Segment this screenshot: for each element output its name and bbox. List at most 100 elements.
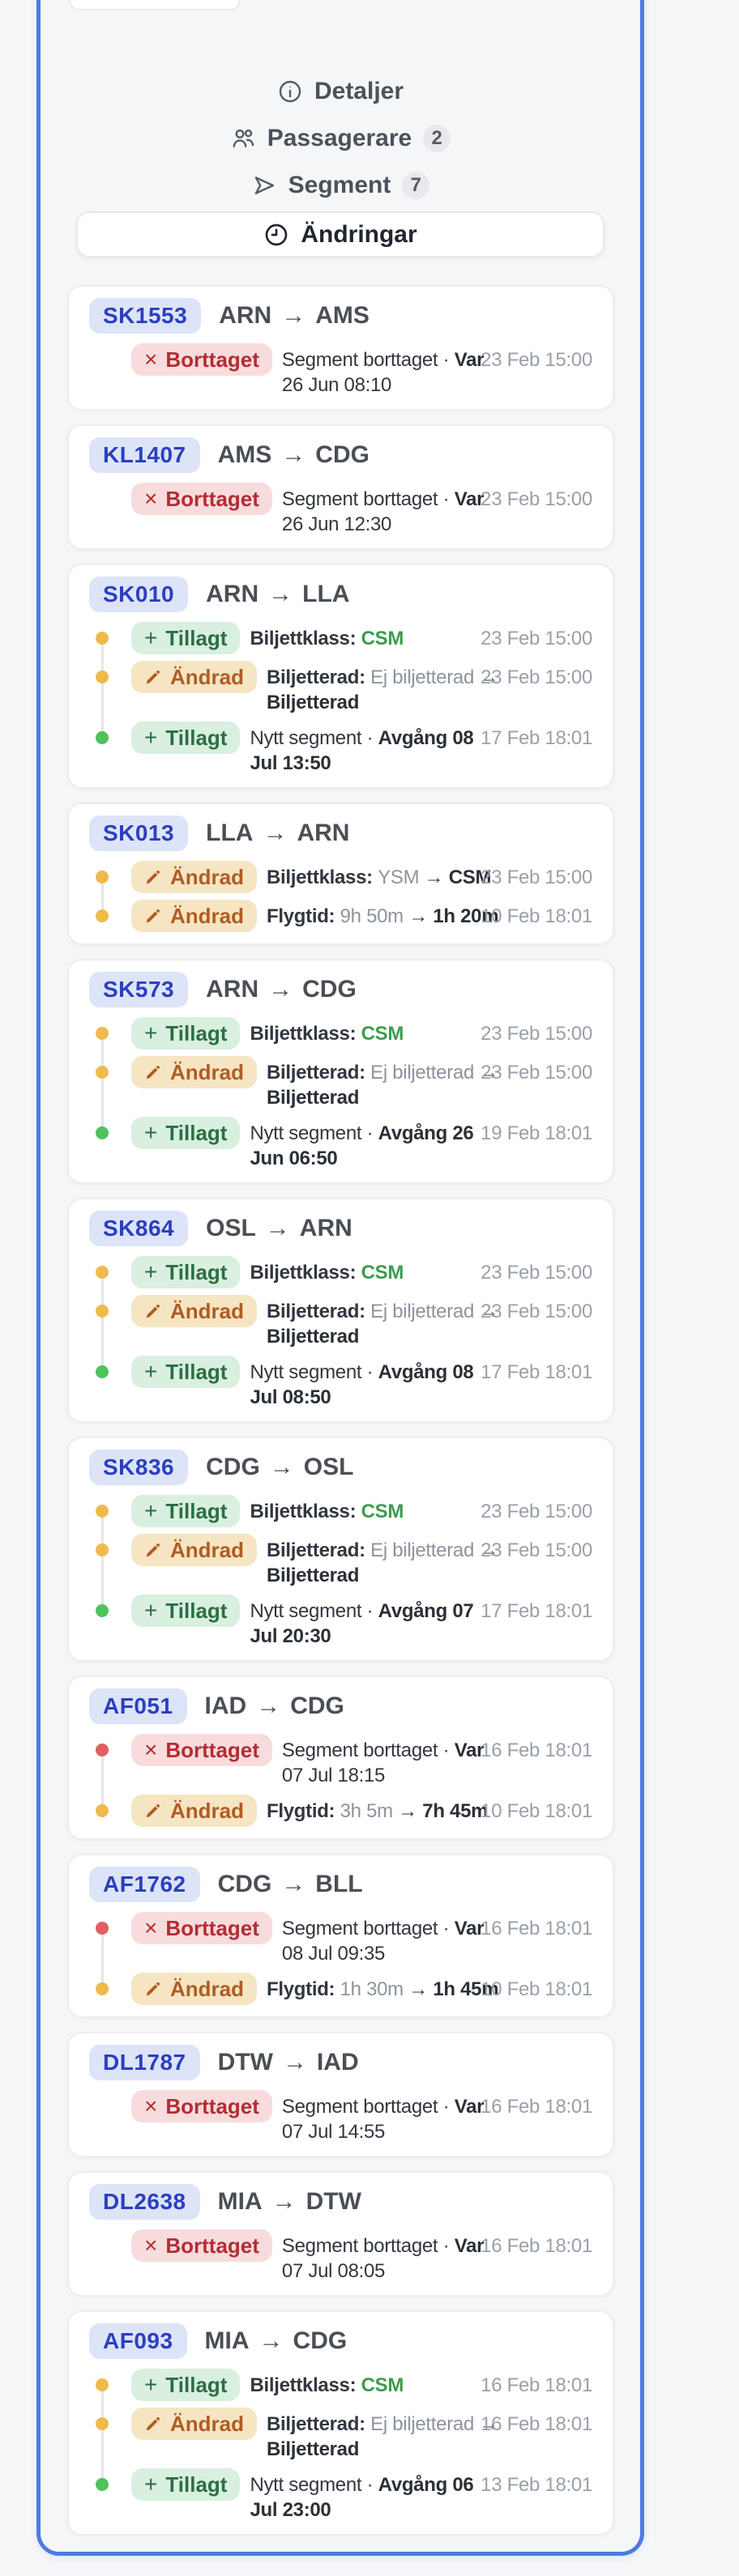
x-icon: × (144, 486, 158, 511)
card-header: SK836 CDG → OSL (89, 1450, 592, 1485)
timeline-dot-green (96, 1126, 109, 1139)
description-line: Biljetterad (267, 1565, 360, 1586)
timeline-dot-column (89, 861, 122, 893)
plus-icon: + (144, 1259, 158, 1284)
change-description: Biljettklass: YSM → CSM (267, 865, 491, 890)
change-description: Segment borttaget · Var 07 Jul 18:15 (281, 1738, 485, 1788)
route: ARN → AMS (219, 302, 370, 330)
change-description: Biljetterad: Ej biljetterad → Biljetterad (267, 1060, 498, 1110)
change-timestamp: 17 Feb 18:01 (481, 1361, 592, 1383)
timeline-dot-column (89, 1017, 122, 1050)
description-line: Nytt segment · Avgång 06 (250, 2474, 474, 2496)
route-from: MIA (204, 2327, 250, 2354)
badge-label: Ändrad (170, 1976, 244, 2001)
change-description: Nytt segment · Avgång 06 Jul 23:00 (250, 2472, 474, 2523)
flight-number-badge: SK013 (89, 815, 189, 851)
change-type-badge: × Borttaget (131, 343, 272, 376)
badge-label: Tillagt (165, 1498, 228, 1523)
route: OSL → ARN (206, 1215, 352, 1242)
route-from: ARN (206, 581, 259, 607)
flight-number-badge: SK010 (89, 577, 189, 612)
flight-number-badge: AF093 (89, 2323, 187, 2359)
timeline-dot-amber (96, 2417, 109, 2430)
description-line: Nytt segment · Avgång 08 (250, 727, 474, 749)
plus-icon: + (144, 1598, 158, 1623)
timeline-dot-column (89, 900, 122, 932)
plus-icon: + (144, 725, 158, 750)
tab-andringar-active[interactable]: Ändringar (76, 211, 604, 258)
description-line: 07 Jul 08:05 (281, 2260, 386, 2282)
timeline-connector (100, 643, 104, 743)
badge-label: Ändrad (170, 2411, 244, 2436)
flight-change-card: SK836 CDG → OSL + Tillagt Biljettklass: … (67, 1437, 614, 1662)
description-line: Biljetterad: Ej biljetterad → (267, 666, 499, 688)
change-type-badge: + Tillagt (131, 2468, 241, 2501)
change-type-badge: Ändrad (131, 1295, 257, 1327)
change-timestamp: 17 Feb 18:01 (481, 727, 592, 749)
timeline-dot-amber (96, 1505, 109, 1518)
change-card-list: SK1553 ARN → AMS × Borttaget Segment bor… (67, 285, 614, 2536)
change-type-badge: × Borttaget (131, 1734, 272, 1766)
badge-label: Tillagt (165, 2472, 228, 2497)
timeline-dot-green (96, 1365, 109, 1378)
route-arrow-icon: → (282, 2049, 307, 2076)
route-to: BLL (315, 1871, 363, 1897)
description-line: Biljetterad: Ej biljetterad → (267, 2413, 499, 2435)
card-header: SK1553 ARN → AMS (89, 298, 592, 334)
change-row: Ändrad Biljetterad: Ej biljetterad → Bilj… (89, 1534, 592, 1588)
change-timestamp: 10 Feb 18:01 (481, 1978, 592, 2000)
changes-panel (36, 0, 644, 2556)
card-header: AF093 MIA → CDG (89, 2323, 592, 2359)
tab-label: Detaljer (314, 78, 404, 104)
timeline-connector (100, 1277, 104, 1377)
pencil-icon (144, 1541, 162, 1559)
route: CDG → OSL (206, 1454, 353, 1481)
change-row: Ändrad Biljetterad: Ej biljetterad → Bilj… (89, 1295, 592, 1349)
route-arrow-icon: → (281, 302, 306, 329)
route: DTW → IAD (218, 2049, 359, 2076)
change-type-badge: × Borttaget (131, 1912, 272, 1944)
x-icon: × (144, 347, 158, 372)
badge-label: Tillagt (165, 2372, 228, 2397)
route-arrow-icon: → (258, 2327, 284, 2354)
change-type-badge: Ändrad (131, 900, 257, 932)
change-row: × Borttaget Segment borttaget · Var 26 Ju… (89, 343, 592, 398)
change-type-badge: + Tillagt (131, 1256, 241, 1288)
change-timestamp: 23 Feb 15:00 (481, 1023, 592, 1045)
tab-segment[interactable]: Segment 7 (251, 170, 430, 201)
change-timestamp: 13 Feb 18:01 (481, 2474, 592, 2496)
description-line: Jun 06:50 (250, 1147, 338, 1169)
route-from: LLA (206, 820, 254, 846)
route-arrow-icon: → (263, 820, 288, 846)
timeline-connector (100, 2390, 104, 2489)
route-arrow-icon: → (281, 441, 306, 468)
route-to: OSL (303, 1454, 354, 1480)
description-line: 07 Jul 18:15 (281, 1765, 386, 1786)
send-icon (251, 172, 277, 198)
change-row: × Borttaget Segment borttaget · Var 08 Ju… (89, 1912, 592, 1966)
tab-label: Ändringar (301, 220, 417, 248)
pencil-icon (144, 1980, 162, 1998)
tab-passagerare[interactable]: Passagerare 2 (230, 123, 451, 154)
plus-icon: + (144, 2372, 158, 2397)
change-row: × Borttaget Segment borttaget · Var 26 Ju… (89, 483, 592, 537)
segment-count-badge: 7 (402, 172, 430, 199)
change-row: + Tillagt Nytt segment · Avgång 07 Jul 20… (89, 1595, 592, 1649)
flight-change-card: SK1553 ARN → AMS × Borttaget Segment bor… (67, 285, 614, 411)
passenger-count-badge: 2 (423, 125, 451, 152)
timeline-dot-column (89, 1256, 122, 1288)
route-to: AMS (315, 302, 370, 329)
description-line: Jul 13:50 (250, 752, 331, 774)
tab-detaljer[interactable]: Detaljer (277, 76, 404, 107)
plus-icon: + (144, 1120, 158, 1145)
timeline-dot-amber (96, 671, 109, 683)
description-line: Jul 20:30 (250, 1625, 331, 1647)
route: MIA → CDG (205, 2327, 348, 2355)
change-type-badge: Ändrad (131, 1056, 257, 1088)
route-to: CDG (302, 976, 357, 1003)
plus-icon: + (144, 625, 158, 650)
change-type-badge: × Borttaget (131, 483, 272, 515)
change-type-badge: + Tillagt (131, 1356, 241, 1388)
change-description: Segment borttaget · Var 08 Jul 09:35 (282, 1916, 485, 1966)
change-rows: + Tillagt Biljettklass: CSM 23 Feb 15:00… (89, 1495, 592, 1649)
